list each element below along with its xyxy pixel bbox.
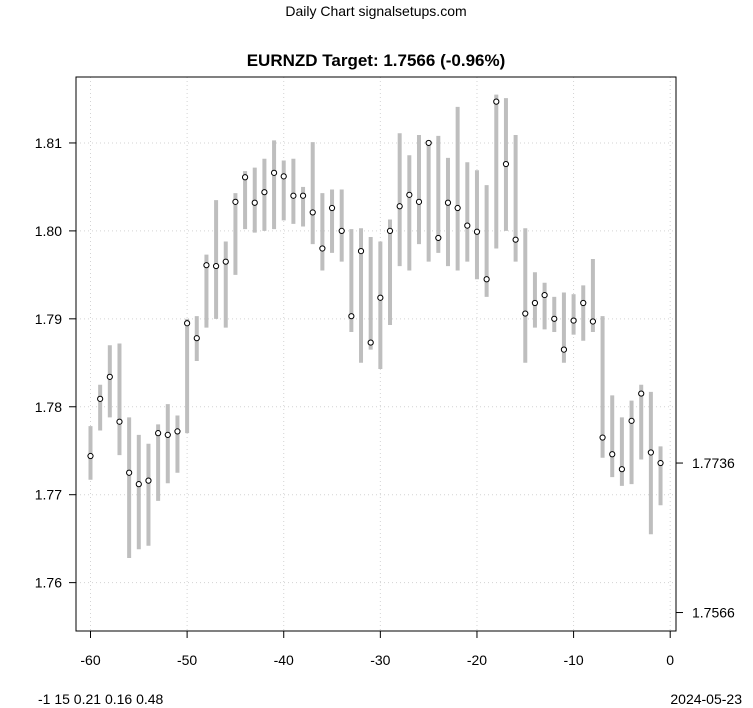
close-point bbox=[502, 160, 510, 168]
close-point bbox=[570, 317, 577, 324]
close-point bbox=[435, 234, 442, 242]
close-point bbox=[425, 139, 432, 147]
right-tick-label: 1.7736 bbox=[692, 455, 735, 471]
close-point bbox=[241, 174, 249, 181]
x-tick-label: -30 bbox=[370, 652, 390, 668]
close-point bbox=[299, 192, 307, 199]
close-point bbox=[638, 390, 645, 397]
close-point bbox=[580, 299, 587, 307]
y-tick-label: 1.80 bbox=[35, 223, 62, 239]
close-point bbox=[338, 227, 345, 234]
close-point bbox=[290, 192, 297, 199]
close-point bbox=[560, 346, 568, 353]
close-point bbox=[647, 449, 654, 456]
right-tick-label: 1.7566 bbox=[692, 605, 735, 621]
y-tick-label: 1.79 bbox=[35, 311, 62, 327]
close-point bbox=[251, 199, 258, 206]
y-axis-right: 1.7736 1.7566 bbox=[676, 455, 735, 621]
close-point bbox=[145, 477, 152, 484]
x-tick-label: -10 bbox=[563, 652, 583, 668]
footer-date: 2024-05-23 bbox=[670, 691, 742, 707]
close-point bbox=[232, 198, 239, 205]
x-axis: -60 -50 -40 -30 -20 -10 0 bbox=[80, 630, 674, 668]
close-point bbox=[309, 209, 316, 216]
range-bars bbox=[88, 94, 663, 559]
grid bbox=[76, 77, 676, 631]
close-point bbox=[454, 204, 461, 212]
y-axis-left: 1.76 1.77 1.78 1.79 1.80 1.81 bbox=[35, 135, 76, 591]
y-tick-label: 1.77 bbox=[35, 487, 62, 503]
close-point bbox=[551, 315, 558, 322]
close-point bbox=[106, 373, 113, 380]
close-point bbox=[203, 262, 210, 269]
close-point bbox=[512, 236, 519, 243]
close-point bbox=[348, 313, 355, 320]
y-tick-label: 1.81 bbox=[35, 135, 62, 151]
footer-params: -1 15 0.21 0.16 0.48 bbox=[38, 691, 164, 707]
close-point bbox=[135, 481, 142, 488]
close-point bbox=[618, 466, 625, 473]
y-tick-label: 1.76 bbox=[35, 575, 62, 591]
close-point bbox=[261, 189, 268, 196]
close-point bbox=[444, 199, 452, 206]
close-point bbox=[657, 459, 664, 467]
close-point bbox=[164, 431, 171, 439]
close-point bbox=[116, 418, 123, 425]
close-point bbox=[367, 339, 374, 346]
close-point bbox=[174, 428, 181, 435]
close-point bbox=[280, 173, 287, 180]
close-point bbox=[483, 276, 490, 283]
close-point bbox=[270, 169, 278, 176]
close-point bbox=[193, 335, 200, 342]
close-point bbox=[589, 318, 597, 325]
close-point bbox=[464, 222, 471, 229]
close-point bbox=[609, 451, 616, 458]
close-point bbox=[155, 430, 162, 437]
close-point bbox=[541, 291, 548, 299]
close-point bbox=[212, 262, 220, 270]
x-tick-label: -20 bbox=[467, 652, 487, 668]
close-point bbox=[377, 294, 384, 301]
x-tick-label: -50 bbox=[177, 652, 197, 668]
site-title: Daily Chart signalsetups.com bbox=[285, 3, 466, 19]
close-point bbox=[522, 310, 529, 317]
x-tick-label: -40 bbox=[274, 652, 294, 668]
close-point bbox=[599, 434, 606, 441]
close-point bbox=[184, 320, 191, 327]
close-point bbox=[357, 248, 365, 255]
close-point bbox=[97, 395, 104, 402]
y-tick-label: 1.78 bbox=[35, 399, 62, 415]
close-point bbox=[396, 203, 403, 210]
x-tick-label: -60 bbox=[80, 652, 100, 668]
close-point bbox=[222, 258, 229, 265]
close-point bbox=[628, 417, 635, 424]
close-points bbox=[87, 98, 664, 488]
close-point bbox=[493, 98, 500, 105]
close-point bbox=[415, 198, 423, 205]
x-tick-label: 0 bbox=[666, 652, 674, 668]
close-point bbox=[328, 204, 336, 212]
close-point bbox=[473, 228, 481, 235]
close-point bbox=[406, 191, 413, 198]
close-point bbox=[126, 469, 133, 476]
close-point bbox=[87, 452, 94, 460]
close-point bbox=[531, 299, 539, 307]
close-point bbox=[386, 227, 394, 234]
chart-title: EURNZD Target: 1.7566 (-0.96%) bbox=[247, 51, 506, 70]
plot-frame bbox=[75, 76, 677, 632]
close-point bbox=[319, 245, 326, 252]
